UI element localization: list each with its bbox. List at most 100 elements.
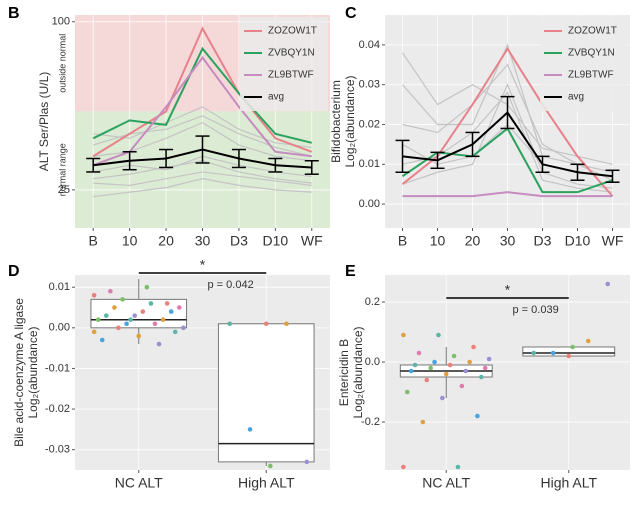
x-tick-label: 20 — [465, 233, 481, 249]
point — [112, 305, 117, 310]
point — [136, 333, 142, 339]
point — [103, 313, 109, 318]
point — [424, 377, 430, 383]
x-tick-label: 10 — [122, 233, 138, 249]
point — [440, 395, 445, 401]
point — [585, 338, 591, 344]
point — [91, 329, 97, 335]
point — [247, 427, 253, 432]
point — [447, 362, 453, 368]
point — [550, 350, 556, 356]
x-tick-label: High ALT — [238, 475, 295, 491]
x-tick-label: NC ALT — [115, 475, 163, 491]
point — [116, 325, 121, 331]
point — [451, 353, 457, 359]
point — [566, 353, 572, 359]
y-axis-label: ALT Ser/Plas (U/L) — [37, 72, 51, 172]
x-tick-label: 10 — [430, 233, 446, 249]
point — [304, 459, 310, 465]
panel-label: D — [8, 263, 20, 280]
point — [467, 359, 472, 365]
point — [459, 383, 465, 389]
point — [428, 365, 433, 371]
point — [432, 359, 437, 365]
point — [164, 301, 170, 306]
point — [160, 317, 166, 322]
point — [404, 389, 410, 395]
point — [412, 362, 418, 368]
y-tick-label: 0.0 — [365, 356, 380, 368]
series-line — [92, 26, 313, 158]
legend-label: ZOZOW1T — [268, 26, 317, 37]
panel-label: E — [345, 263, 356, 280]
x-tick-label: NC ALT — [422, 475, 470, 491]
x-tick-label: WF — [602, 233, 624, 249]
point — [124, 321, 129, 327]
point — [227, 321, 233, 327]
y-axis-label: Bile acid-coenzyme A ligase — [12, 298, 26, 447]
y-tick-label: -0.2 — [361, 416, 380, 428]
x-tick-label: WF — [301, 233, 323, 249]
panel-label: B — [8, 5, 20, 22]
point — [408, 368, 414, 374]
point — [91, 293, 97, 298]
legend-label: ZOZOW1T — [568, 26, 617, 37]
x-tick-label: 30 — [500, 233, 516, 249]
y-tick-label: 0.03 — [359, 79, 380, 91]
box — [217, 323, 315, 463]
legend-label: ZVBQY1N — [568, 48, 615, 59]
y-tick-label: -0.02 — [45, 403, 70, 415]
legend-label: ZL9BTWF — [268, 70, 314, 81]
y-axis-label: Bifidobacterium — [329, 80, 343, 163]
y-tick-label: 0.2 — [365, 296, 380, 308]
legend-box — [240, 17, 328, 111]
y-axis-label: Entericidin B — [337, 339, 351, 406]
point — [140, 309, 146, 314]
y-tick-label: 25 — [58, 184, 70, 196]
legend-label: avg — [268, 92, 284, 103]
legend-box — [540, 17, 628, 111]
point — [156, 341, 162, 347]
point — [95, 317, 101, 322]
individual-line — [402, 83, 613, 189]
y-tick-label: -0.03 — [45, 444, 70, 456]
point — [531, 350, 536, 356]
point — [284, 321, 289, 327]
point — [263, 321, 269, 327]
point — [471, 344, 476, 350]
series-line — [92, 46, 313, 144]
y-axis-label: Log₂(abundance) — [343, 75, 357, 167]
x-tick-label: D3 — [230, 233, 248, 249]
y-axis-label: Log₂(abundance) — [26, 326, 40, 418]
point — [172, 329, 178, 335]
point — [168, 309, 174, 314]
point — [401, 464, 406, 470]
x-tick-label: D10 — [565, 233, 591, 249]
point — [148, 301, 154, 306]
point — [99, 337, 105, 343]
legend-label: ZVBQY1N — [268, 48, 315, 59]
point — [144, 284, 150, 290]
point — [120, 297, 125, 302]
point — [152, 321, 158, 327]
y-tick-label: 0.00 — [359, 198, 380, 210]
point — [132, 313, 137, 318]
point — [420, 419, 426, 425]
x-tick-label: High ALT — [540, 475, 597, 491]
y-tick-label: 0.01 — [359, 158, 380, 170]
series-line — [402, 191, 613, 198]
point — [108, 288, 113, 294]
point — [181, 325, 186, 331]
point — [482, 365, 488, 371]
annotation: normal range — [57, 143, 67, 196]
point — [486, 356, 492, 362]
individual-line — [93, 171, 312, 187]
y-tick-label: 0.04 — [359, 39, 380, 51]
x-tick-label: 30 — [195, 233, 211, 249]
annotation: outside normal — [57, 34, 67, 93]
point — [436, 332, 441, 338]
panel-label: C — [345, 5, 357, 22]
individual-line — [93, 178, 312, 198]
point — [570, 344, 575, 350]
